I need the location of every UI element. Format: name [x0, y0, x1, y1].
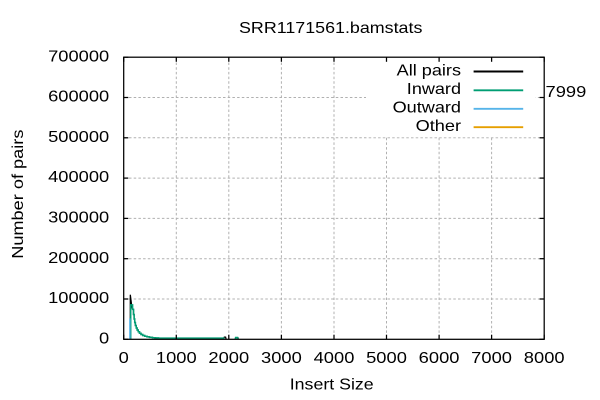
svg-text:7000: 7000 [471, 350, 512, 367]
svg-text:600000: 600000 [48, 89, 109, 106]
svg-text:4000: 4000 [314, 350, 355, 367]
svg-text:7999: 7999 [546, 84, 587, 101]
svg-text:5000: 5000 [366, 350, 407, 367]
svg-text:400000: 400000 [48, 169, 109, 186]
svg-text:Outward: Outward [393, 100, 461, 117]
svg-text:1000: 1000 [156, 350, 197, 367]
svg-text:0: 0 [119, 350, 129, 367]
svg-text:Insert Size: Insert Size [290, 377, 374, 394]
svg-text:6000: 6000 [419, 350, 460, 367]
svg-text:700000: 700000 [48, 48, 109, 65]
svg-text:Other: Other [416, 118, 462, 135]
svg-text:0: 0 [99, 330, 109, 347]
svg-text:300000: 300000 [48, 210, 109, 227]
svg-text:Number of pairs: Number of pairs [10, 130, 27, 259]
svg-text:100000: 100000 [48, 290, 109, 307]
svg-text:500000: 500000 [48, 129, 109, 146]
svg-text:3000: 3000 [261, 350, 302, 367]
svg-text:2000: 2000 [208, 350, 249, 367]
svg-text:All pairs: All pairs [397, 63, 461, 80]
svg-text:SRR1171561.bamstats: SRR1171561.bamstats [239, 20, 422, 37]
svg-text:Inward: Inward [407, 81, 461, 98]
svg-text:8000: 8000 [524, 350, 565, 367]
svg-text:200000: 200000 [48, 250, 109, 267]
